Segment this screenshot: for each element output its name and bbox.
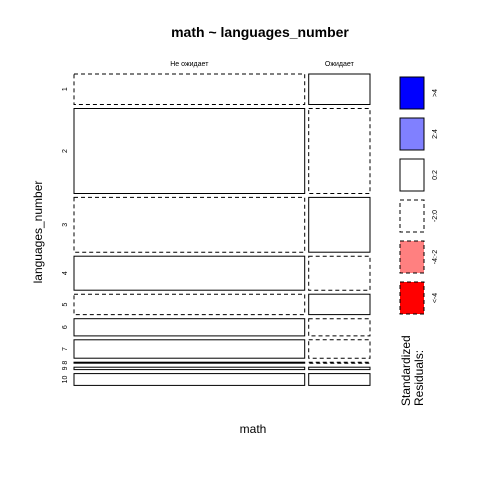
- column-label: Ожидает: [325, 61, 355, 68]
- legend-label: 0:2: [432, 170, 439, 180]
- mosaic-tile: [308, 373, 371, 386]
- legend-label: -4:-2: [432, 250, 439, 265]
- chart-title: math ~ languages_number: [171, 24, 349, 40]
- mosaic-tile: [73, 339, 306, 359]
- residuals-legend: >4 2:4 0:2 -2:0 -4:-2 <-4 Standardized Residual…: [399, 76, 439, 406]
- row-label: 3: [62, 223, 69, 227]
- row-label: 1: [62, 87, 69, 91]
- column-label: Не ожидает: [170, 61, 209, 68]
- row-label: 8: [62, 361, 69, 365]
- legend-label: <-4: [432, 293, 439, 303]
- legend-title: Residuals:: [412, 350, 426, 406]
- row-label: 5: [62, 302, 69, 306]
- row-label: 6: [62, 325, 69, 329]
- legend-label: >4: [432, 89, 439, 97]
- legend-label: 2:4: [432, 129, 439, 139]
- legend-label: -2:0: [432, 210, 439, 222]
- legend-swatch: [399, 281, 425, 315]
- row-labels: 1 2 3 4 5 6 7 89 10: [62, 87, 69, 383]
- column-labels: Не ожидает Ожидает: [170, 61, 354, 68]
- mosaic-tile: [73, 255, 306, 291]
- y-axis-label: languages_number: [31, 181, 45, 284]
- mosaic-tile: [73, 366, 306, 371]
- mosaic-tile: [308, 255, 371, 291]
- row-label: 7: [62, 347, 69, 351]
- row-label: 10: [62, 376, 69, 384]
- mosaic-tile: [308, 73, 371, 105]
- row-label: 9: [62, 366, 69, 370]
- legend-swatch: [399, 76, 425, 110]
- mosaic-tile: [73, 361, 306, 364]
- mosaic-tile: [308, 318, 371, 337]
- legend-swatch: [399, 117, 425, 151]
- mosaic-tile: [308, 196, 371, 253]
- mosaic-tile: [308, 108, 371, 194]
- row-label: 4: [62, 271, 69, 275]
- mosaic-tile: [308, 293, 371, 316]
- row-label: 2: [62, 149, 69, 153]
- x-axis-label: math: [240, 422, 267, 436]
- legend-swatch: [399, 240, 425, 274]
- mosaic-tile: [73, 373, 306, 386]
- mosaic-tile: [73, 318, 306, 337]
- legend-title: Standardized: [399, 335, 413, 406]
- legend-swatch: [399, 199, 425, 233]
- mosaic-tile: [73, 73, 306, 105]
- mosaic-tiles: [73, 73, 371, 386]
- mosaic-tile: [73, 293, 306, 316]
- legend-swatch: [399, 158, 425, 192]
- mosaic-tile: [73, 196, 306, 253]
- mosaic-tile: [308, 366, 371, 371]
- mosaic-tile: [308, 361, 371, 364]
- mosaic-tile: [73, 108, 306, 194]
- mosaic-tile: [308, 339, 371, 359]
